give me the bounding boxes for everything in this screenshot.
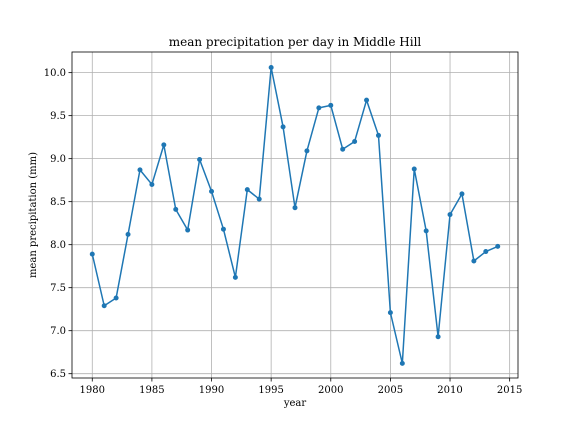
x-tick-label: 2000 — [318, 385, 343, 396]
x-tick-label: 1990 — [199, 385, 224, 396]
x-tick-label: 1980 — [80, 385, 105, 396]
data-point — [340, 146, 346, 152]
data-point — [471, 258, 477, 264]
data-point — [161, 142, 167, 148]
y-tick-label: 7.5 — [50, 283, 66, 294]
data-point — [411, 166, 417, 172]
y-tick-label: 9.5 — [50, 111, 66, 122]
y-axis-label: mean precipitation (mm) — [28, 152, 39, 278]
x-axis-label: year — [283, 398, 307, 409]
x-tick-label: 2015 — [497, 385, 522, 396]
data-point — [149, 181, 155, 187]
data-point — [113, 295, 119, 301]
series-line — [91, 66, 499, 365]
y-axis-ticks: 6.5 7.0 7.5 8.0 8.5 9.0 9.5 10.0 — [44, 68, 72, 380]
x-tick-label: 2005 — [378, 385, 403, 396]
plot-frame — [71, 51, 519, 379]
data-point — [173, 206, 179, 212]
data-point — [387, 310, 393, 316]
y-tick-label: 9.0 — [50, 154, 66, 165]
data-point — [423, 228, 429, 234]
data-point — [364, 97, 370, 103]
x-tick-label: 1995 — [258, 385, 283, 396]
data-point — [232, 274, 238, 280]
data-point — [352, 138, 358, 144]
data-point — [495, 243, 501, 249]
y-tick-label: 10.0 — [44, 68, 66, 79]
data-point — [292, 205, 298, 211]
data-point — [220, 226, 226, 232]
data-point — [483, 249, 489, 255]
data-point — [435, 334, 441, 340]
data-point — [280, 124, 286, 130]
grid — [72, 52, 518, 378]
x-tick-label: 2010 — [437, 385, 462, 396]
data-point — [399, 360, 405, 366]
data-point — [209, 188, 215, 194]
data-point — [89, 251, 95, 257]
data-point — [197, 157, 203, 163]
data-point — [244, 187, 250, 193]
data-point — [328, 102, 334, 108]
y-tick-label: 8.5 — [50, 197, 66, 208]
y-tick-label: 6.5 — [50, 369, 66, 380]
data-point — [304, 148, 310, 154]
series-layer — [89, 64, 501, 366]
data-point — [447, 212, 453, 218]
data-point — [256, 196, 262, 202]
data-point — [185, 227, 191, 233]
x-tick-label: 1985 — [139, 385, 164, 396]
y-tick-label: 7.0 — [50, 326, 66, 337]
data-point — [268, 64, 274, 70]
data-point — [137, 167, 143, 173]
chart-title: mean precipitation per day in Middle Hil… — [169, 35, 422, 49]
x-axis-ticks: 1980 1985 1990 1995 2000 2005 2010 2015 — [80, 378, 522, 396]
y-tick-label: 8.0 — [50, 240, 66, 251]
data-point — [316, 105, 322, 111]
data-point — [459, 191, 465, 197]
data-point — [101, 303, 107, 309]
data-point — [375, 132, 381, 138]
data-point — [125, 231, 131, 237]
